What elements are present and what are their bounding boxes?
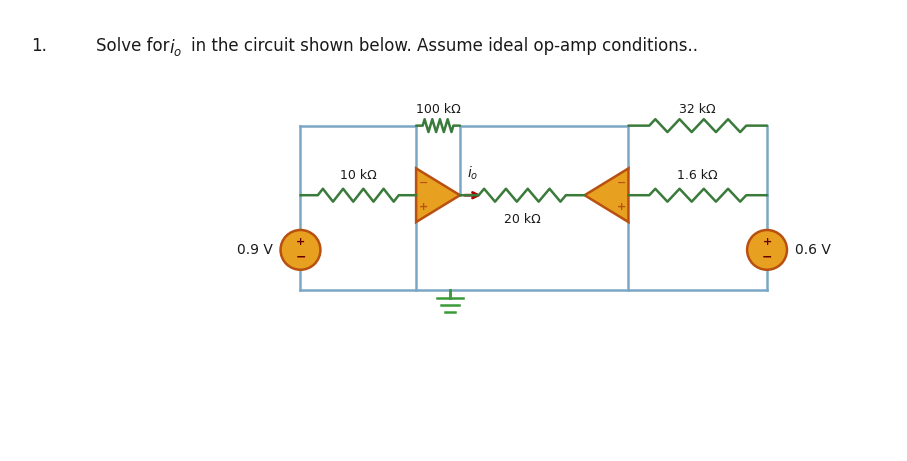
Text: 32 kΩ: 32 kΩ (679, 103, 716, 116)
Circle shape (280, 230, 320, 270)
Text: $i_o$: $i_o$ (169, 37, 182, 58)
Text: 10 kΩ: 10 kΩ (340, 169, 376, 182)
Text: 100 kΩ: 100 kΩ (415, 103, 461, 116)
Text: +: + (617, 202, 626, 213)
Polygon shape (585, 168, 629, 222)
Text: −: − (418, 178, 428, 188)
Text: −: − (762, 251, 772, 264)
Polygon shape (416, 168, 460, 222)
Text: $i_o$: $i_o$ (467, 165, 479, 182)
Text: 0.6 V: 0.6 V (795, 243, 831, 257)
Text: 1.: 1. (32, 37, 47, 55)
Text: 1.6 kΩ: 1.6 kΩ (678, 169, 718, 182)
Circle shape (747, 230, 787, 270)
Text: +: + (418, 202, 428, 213)
Text: +: + (763, 237, 772, 248)
Text: 0.9 V: 0.9 V (237, 243, 273, 257)
Text: +: + (296, 237, 305, 248)
Text: 20 kΩ: 20 kΩ (504, 213, 541, 226)
Text: −: − (295, 251, 306, 264)
Text: Solve for: Solve for (96, 37, 175, 55)
Text: −: − (617, 178, 626, 188)
Text: in the circuit shown below. Assume ideal op-amp conditions..: in the circuit shown below. Assume ideal… (190, 37, 697, 55)
